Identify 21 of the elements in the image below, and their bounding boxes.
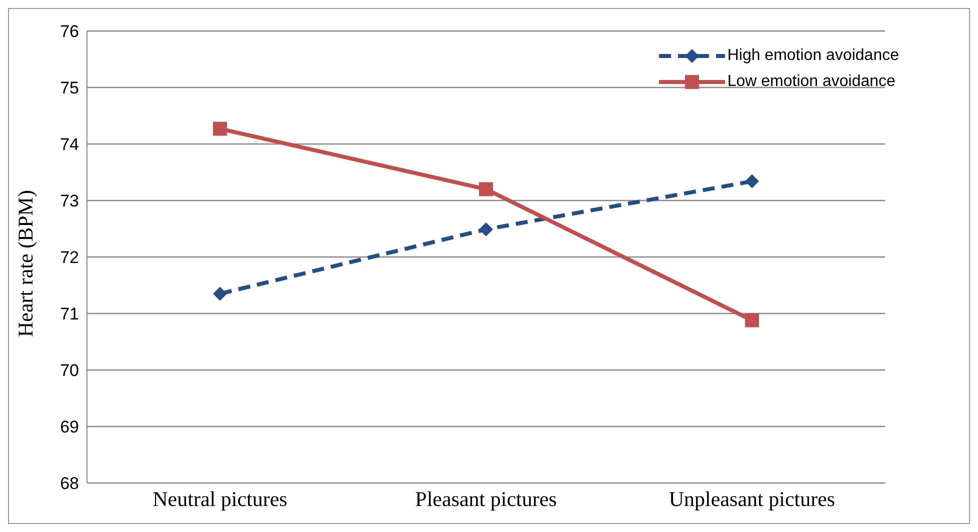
y-tick-label: 71 xyxy=(60,304,79,324)
x-tick-label: Pleasant pictures xyxy=(415,486,557,511)
point xyxy=(479,182,493,196)
point xyxy=(745,313,759,328)
point xyxy=(745,174,759,188)
y-tick-label: 72 xyxy=(60,248,79,268)
legend-label: High emotion avoidance xyxy=(727,47,899,65)
point xyxy=(213,286,227,301)
y-axis-title: Heart rate (BPM) xyxy=(13,190,38,337)
y-tick-label: 70 xyxy=(60,361,79,380)
y-tick-label: 68 xyxy=(60,474,79,494)
point xyxy=(479,222,493,236)
x-tick-label: Neutral pictures xyxy=(152,486,288,511)
y-tick-label: 74 xyxy=(60,135,79,154)
point xyxy=(213,122,227,136)
y-tick-label: 69 xyxy=(60,418,79,437)
x-tick-label: Unpleasant pictures xyxy=(668,486,836,511)
y-tick-label: 75 xyxy=(60,78,79,98)
legend-label: Low emotion avoidance xyxy=(727,73,896,91)
y-tick-label: 76 xyxy=(60,22,79,42)
y-tick-label: 73 xyxy=(60,192,79,211)
